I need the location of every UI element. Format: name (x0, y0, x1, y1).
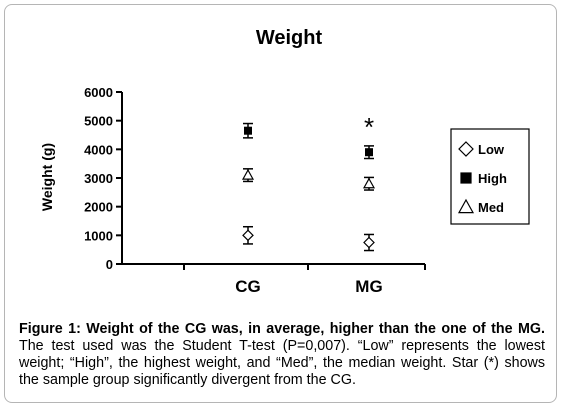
data-point-high (244, 126, 252, 135)
legend-marker-low (458, 141, 474, 157)
chart-title: Weight (256, 27, 323, 49)
weight-chart: Weight Weight (g) 0 1000 2000 3000 4000 5000 6… (39, 27, 530, 296)
caption-body: The test used was the Student T-test (P=… (19, 338, 545, 388)
y-tick-label: 3000 (84, 171, 113, 186)
legend-marker-high (460, 172, 472, 184)
legend-label: Med (478, 200, 504, 215)
x-category-label: MG (355, 277, 382, 296)
legend-marker-med (457, 198, 475, 214)
legend: Low High Med (450, 128, 530, 225)
y-tick-label: 6000 (84, 85, 113, 100)
significance-star: * (364, 112, 374, 142)
legend-label: High (478, 171, 507, 186)
legend-label: Low (478, 142, 505, 157)
y-tick-label: 0 (106, 257, 113, 272)
y-tick-label: 5000 (84, 114, 113, 129)
figure-caption: Figure 1: Weight of the CG was, in avera… (19, 321, 545, 389)
caption-lead: Figure 1: Weight of the CG was, in avera… (19, 321, 545, 337)
data-point-med (362, 177, 376, 189)
data-marks: * (241, 112, 376, 252)
axes: 0 1000 2000 3000 4000 5000 6000 CG MG (84, 85, 426, 296)
x-category-label: CG (235, 277, 261, 296)
data-point-low (363, 236, 375, 249)
data-point-med (241, 168, 255, 180)
y-tick-label: 1000 (84, 228, 113, 243)
data-point-low (242, 229, 254, 242)
y-tick-label: 2000 (84, 200, 113, 215)
data-point-high (365, 148, 373, 157)
y-axis-label: Weight (g) (39, 143, 55, 211)
y-tick-label: 4000 (84, 142, 113, 157)
